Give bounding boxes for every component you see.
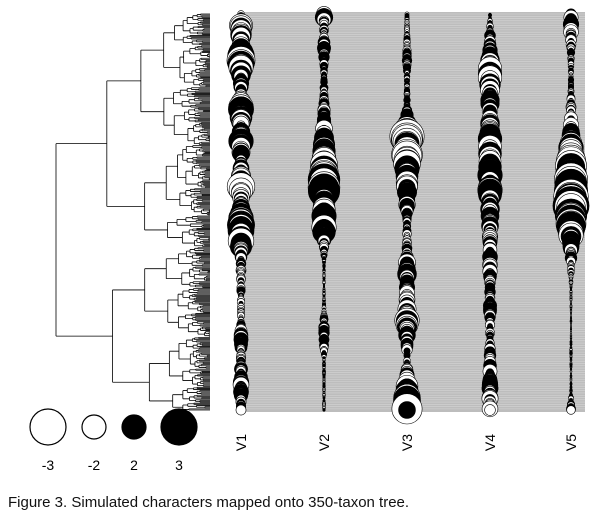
character-bubbles xyxy=(226,6,590,425)
bubble-point xyxy=(398,401,416,419)
variable-label-v4: V4 xyxy=(482,434,498,451)
figure-caption: Figure 3. Simulated characters mapped on… xyxy=(8,494,410,511)
legend-swatch xyxy=(121,414,147,440)
legend-swatch xyxy=(160,408,198,446)
series-v2 xyxy=(307,6,341,412)
bubble-point xyxy=(235,404,247,416)
series-v4 xyxy=(477,12,503,418)
phylogenetic-tree xyxy=(55,13,210,411)
legend-item: 2 xyxy=(121,414,147,473)
legend-item: -3 xyxy=(29,408,67,473)
legend-label: -3 xyxy=(42,457,55,473)
legend-label: 3 xyxy=(175,457,183,473)
legend-item: -2 xyxy=(81,414,107,473)
tree-branches xyxy=(55,13,210,411)
variable-label-v2: V2 xyxy=(316,434,332,451)
variable-labels: V1 V2 V3 V4 V5 xyxy=(233,434,579,451)
legend-swatch xyxy=(81,414,107,440)
variable-label-v1: V1 xyxy=(233,434,249,451)
series-v5 xyxy=(552,8,590,415)
variable-label-v3: V3 xyxy=(399,434,415,451)
bubble-point xyxy=(322,408,326,412)
bubble-point xyxy=(566,405,576,415)
series-v3 xyxy=(389,11,425,425)
phylo-bubble-chart: -3 -2 2 3 V1 V2 V3 V4 V5 xyxy=(29,6,590,473)
size-legend: -3 -2 2 3 xyxy=(29,408,198,473)
variable-label-v5: V5 xyxy=(563,434,579,451)
bubble-point xyxy=(484,404,496,416)
series-v1 xyxy=(226,10,256,416)
legend-item: 3 xyxy=(160,408,198,473)
legend-swatch xyxy=(29,408,67,446)
legend-label: -2 xyxy=(88,457,101,473)
legend-label: 2 xyxy=(130,457,138,473)
